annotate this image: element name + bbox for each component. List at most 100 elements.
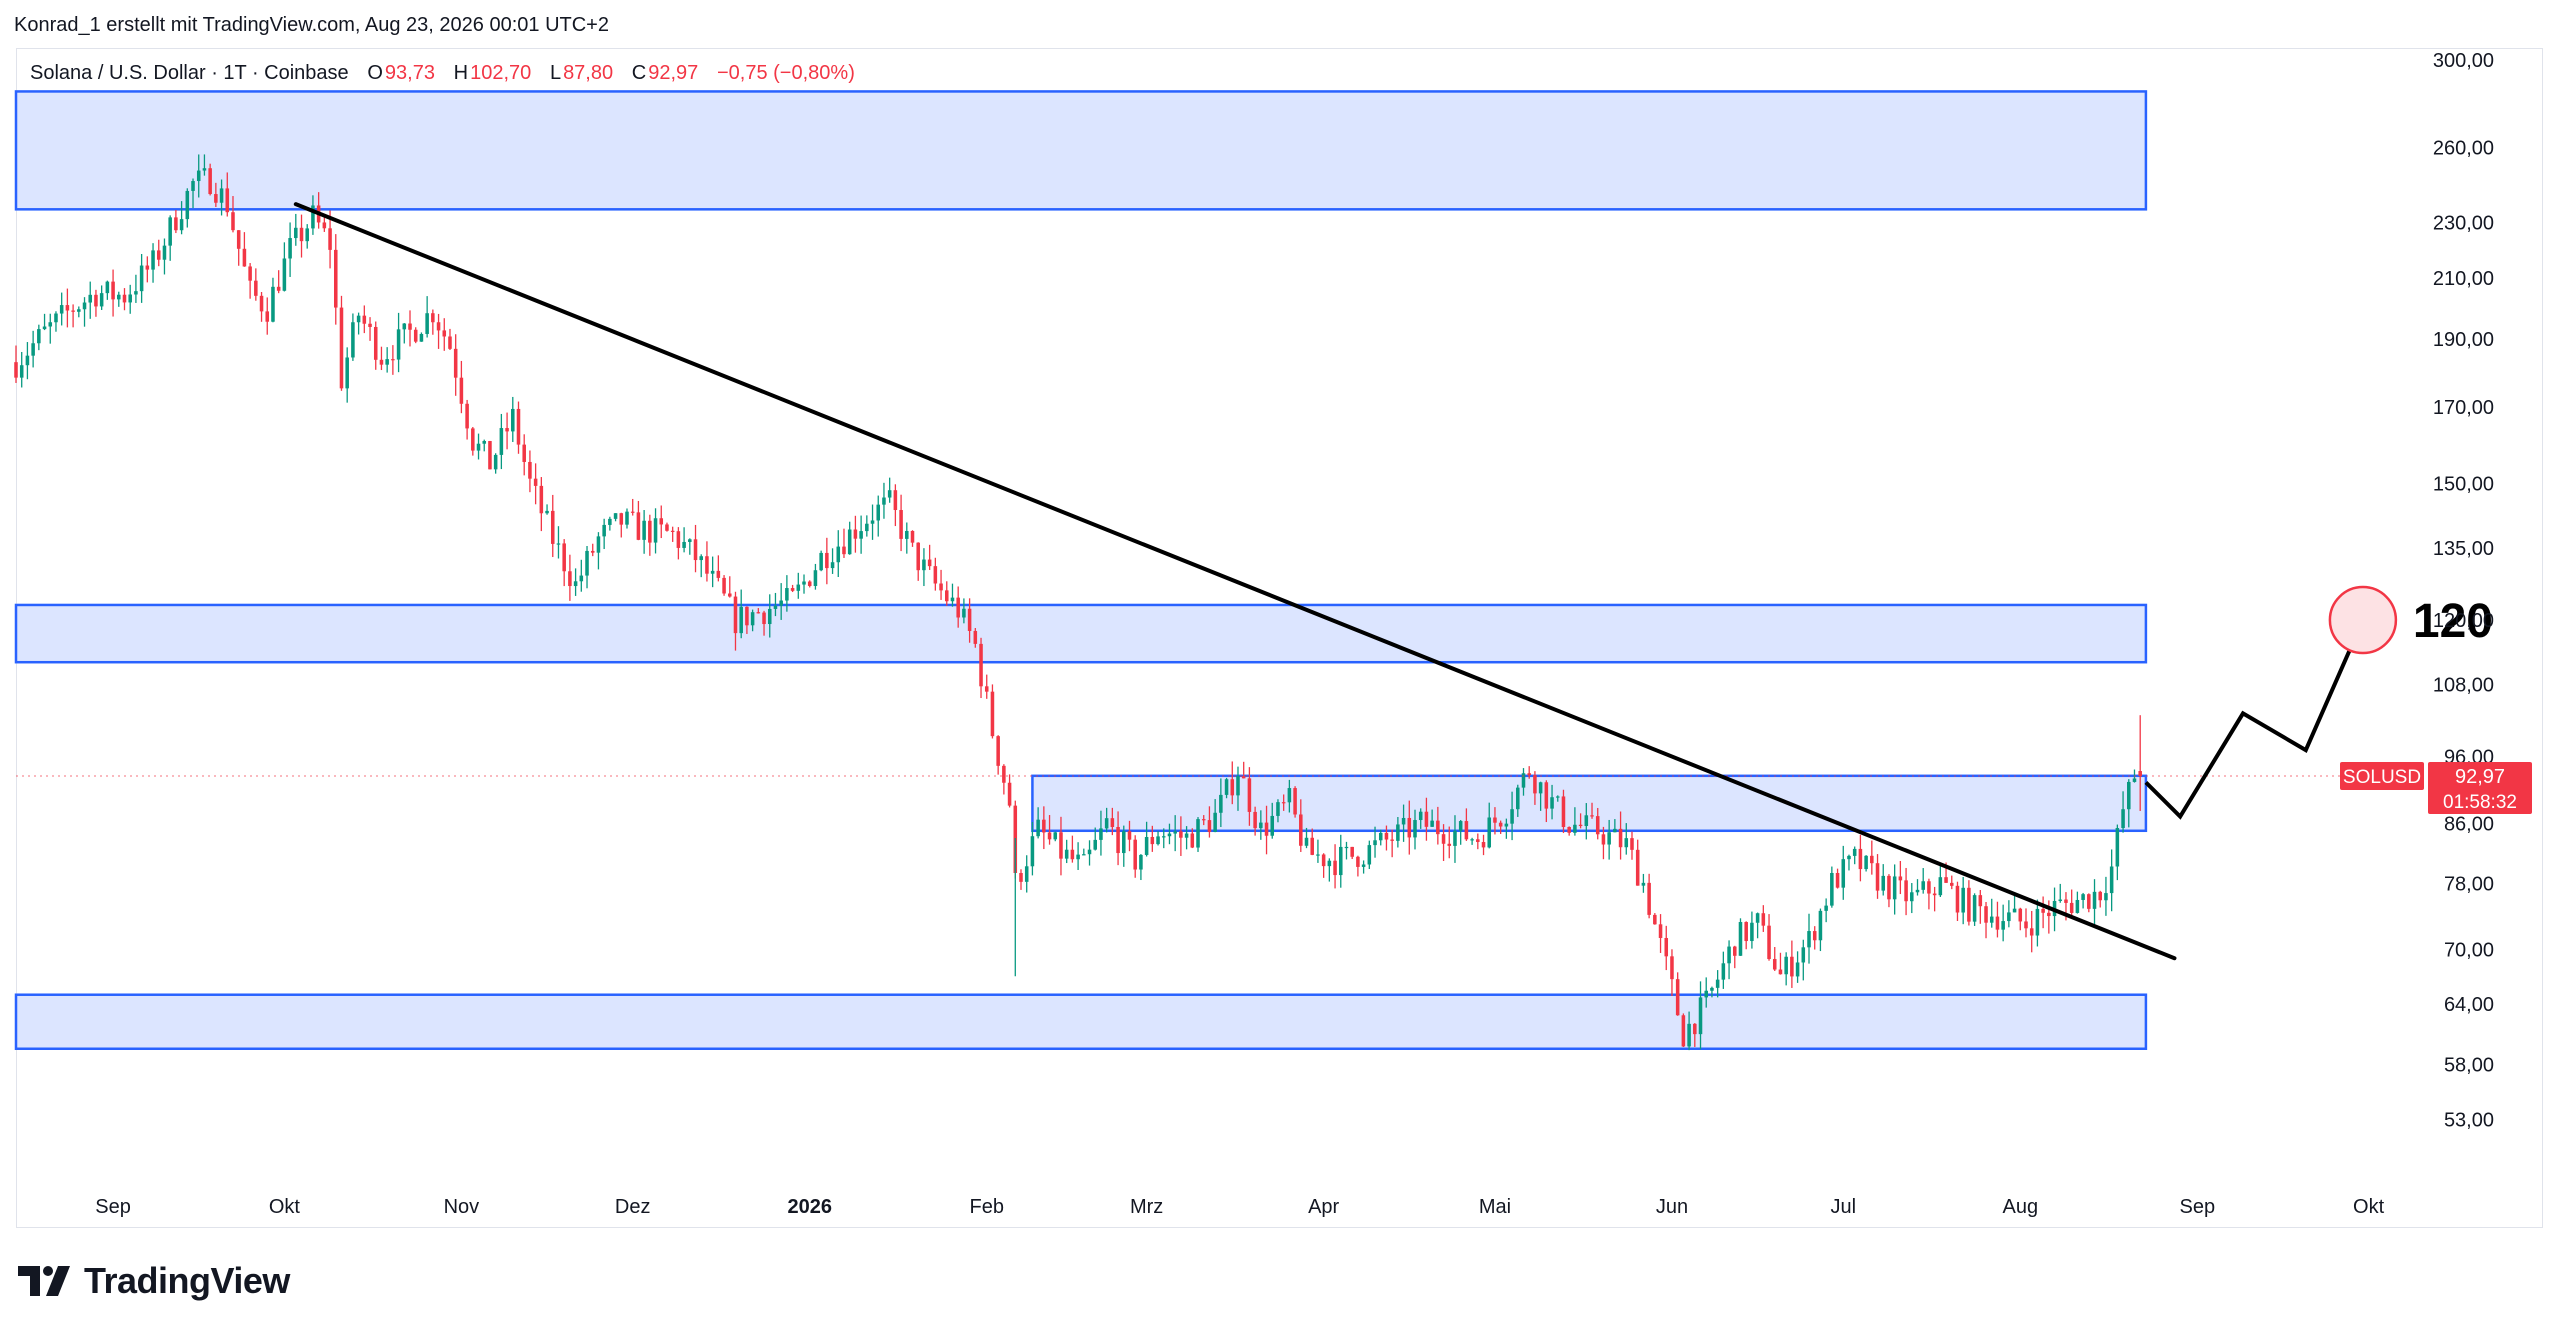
candle-body[interactable] — [1567, 826, 1571, 833]
candle-body[interactable] — [328, 228, 332, 250]
candle-body[interactable] — [1761, 913, 1766, 926]
candle-body[interactable] — [1938, 877, 1943, 896]
candle-body[interactable] — [665, 524, 669, 531]
candle-body[interactable] — [351, 322, 355, 358]
candle-body[interactable] — [1904, 880, 1908, 902]
candle-body[interactable] — [248, 266, 252, 281]
candle-body[interactable] — [1390, 839, 1394, 841]
candle-body[interactable] — [1624, 838, 1629, 848]
candle-body[interactable] — [927, 559, 932, 567]
candle-body[interactable] — [693, 539, 698, 561]
candle-body[interactable] — [402, 323, 407, 330]
candle-body[interactable] — [1755, 913, 1760, 923]
candle-body[interactable] — [1595, 816, 1600, 835]
candle-body[interactable] — [533, 478, 538, 486]
candle-body[interactable] — [579, 575, 584, 582]
candle-body[interactable] — [231, 212, 235, 231]
candle-body[interactable] — [1561, 796, 1566, 827]
candle-body[interactable] — [1550, 797, 1554, 809]
candle-body[interactable] — [1270, 815, 1275, 836]
candle-body[interactable] — [208, 168, 212, 195]
candle-body[interactable] — [1082, 854, 1086, 856]
candle-body[interactable] — [1476, 839, 1480, 843]
candle-body[interactable] — [2001, 921, 2005, 930]
candle-body[interactable] — [642, 520, 646, 540]
candle-body[interactable] — [391, 359, 395, 361]
candle-body[interactable] — [294, 227, 298, 239]
candle-body[interactable] — [556, 543, 561, 545]
candle-body[interactable] — [859, 531, 863, 539]
candle-body[interactable] — [65, 305, 70, 311]
candle-body[interactable] — [162, 245, 167, 260]
candle-body[interactable] — [1698, 997, 1703, 1035]
candle-body[interactable] — [1790, 956, 1794, 977]
candle-body[interactable] — [368, 323, 372, 327]
candle-body[interactable] — [613, 513, 618, 519]
candle-body[interactable] — [573, 581, 578, 587]
candle-body[interactable] — [1430, 820, 1434, 827]
candle-body[interactable] — [1190, 833, 1195, 848]
candle-body[interactable] — [1818, 910, 1823, 941]
candle-body[interactable] — [750, 612, 755, 626]
candle-body[interactable] — [1784, 956, 1788, 975]
candle-body[interactable] — [1413, 820, 1417, 838]
candle-body[interactable] — [1196, 819, 1200, 848]
candle-body[interactable] — [1327, 860, 1332, 867]
zone-rect-3[interactable] — [1031, 774, 2148, 833]
candle-body[interactable] — [825, 552, 829, 569]
candle-body[interactable] — [156, 250, 161, 260]
candle-body[interactable] — [1384, 832, 1389, 840]
candle-body[interactable] — [54, 313, 58, 323]
candle-body[interactable] — [819, 552, 823, 571]
candle-body[interactable] — [99, 293, 104, 307]
candle-body[interactable] — [916, 542, 920, 571]
candle-body[interactable] — [944, 590, 949, 602]
candle-body[interactable] — [499, 428, 504, 455]
candle-body[interactable] — [339, 307, 344, 389]
candle-body[interactable] — [1367, 845, 1372, 865]
candle-body[interactable] — [1498, 822, 1503, 827]
candle-body[interactable] — [471, 428, 475, 451]
candle-body[interactable] — [1087, 849, 1092, 855]
candle-body[interactable] — [699, 556, 703, 561]
candle-body[interactable] — [785, 588, 789, 601]
candle-body[interactable] — [128, 294, 132, 303]
candle-body[interactable] — [1835, 872, 1840, 888]
candle-body[interactable] — [602, 524, 606, 537]
candle-body[interactable] — [1293, 788, 1297, 815]
candle-body[interactable] — [1179, 831, 1183, 838]
candle-body[interactable] — [807, 581, 812, 586]
candle-body[interactable] — [608, 518, 612, 525]
candle-body[interactable] — [1807, 931, 1811, 948]
candle-body[interactable] — [1944, 877, 1948, 883]
candle-body[interactable] — [2058, 899, 2063, 901]
candle-body[interactable] — [1396, 824, 1400, 841]
candle-body[interactable] — [1287, 788, 1292, 803]
candle-body[interactable] — [168, 217, 172, 246]
candle-body[interactable] — [2098, 891, 2102, 901]
candle-body[interactable] — [59, 305, 64, 314]
candle-body[interactable] — [984, 686, 989, 692]
candle-body[interactable] — [653, 518, 658, 543]
candle-body[interactable] — [242, 248, 247, 267]
candle-body[interactable] — [1578, 824, 1583, 827]
candle-body[interactable] — [1573, 824, 1577, 833]
candle-body[interactable] — [1299, 814, 1303, 846]
candle-body[interactable] — [1858, 848, 1863, 870]
candle-body[interactable] — [1870, 855, 1874, 864]
candle-body[interactable] — [979, 643, 983, 687]
candle-body[interactable] — [1647, 882, 1651, 915]
candle-body[interactable] — [442, 330, 447, 337]
candle-body[interactable] — [1116, 826, 1120, 854]
candle-body[interactable] — [1144, 836, 1149, 855]
candle-body[interactable] — [151, 250, 155, 270]
candle-body[interactable] — [1378, 832, 1383, 841]
candle-body[interactable] — [1436, 820, 1440, 835]
candle-body[interactable] — [619, 513, 624, 525]
candle-body[interactable] — [2064, 899, 2068, 903]
candle-body[interactable] — [1864, 855, 1868, 870]
candle-body[interactable] — [739, 606, 743, 634]
projection-path[interactable] — [2144, 619, 2365, 820]
candle-body[interactable] — [790, 588, 795, 591]
candle-body[interactable] — [1321, 854, 1326, 867]
